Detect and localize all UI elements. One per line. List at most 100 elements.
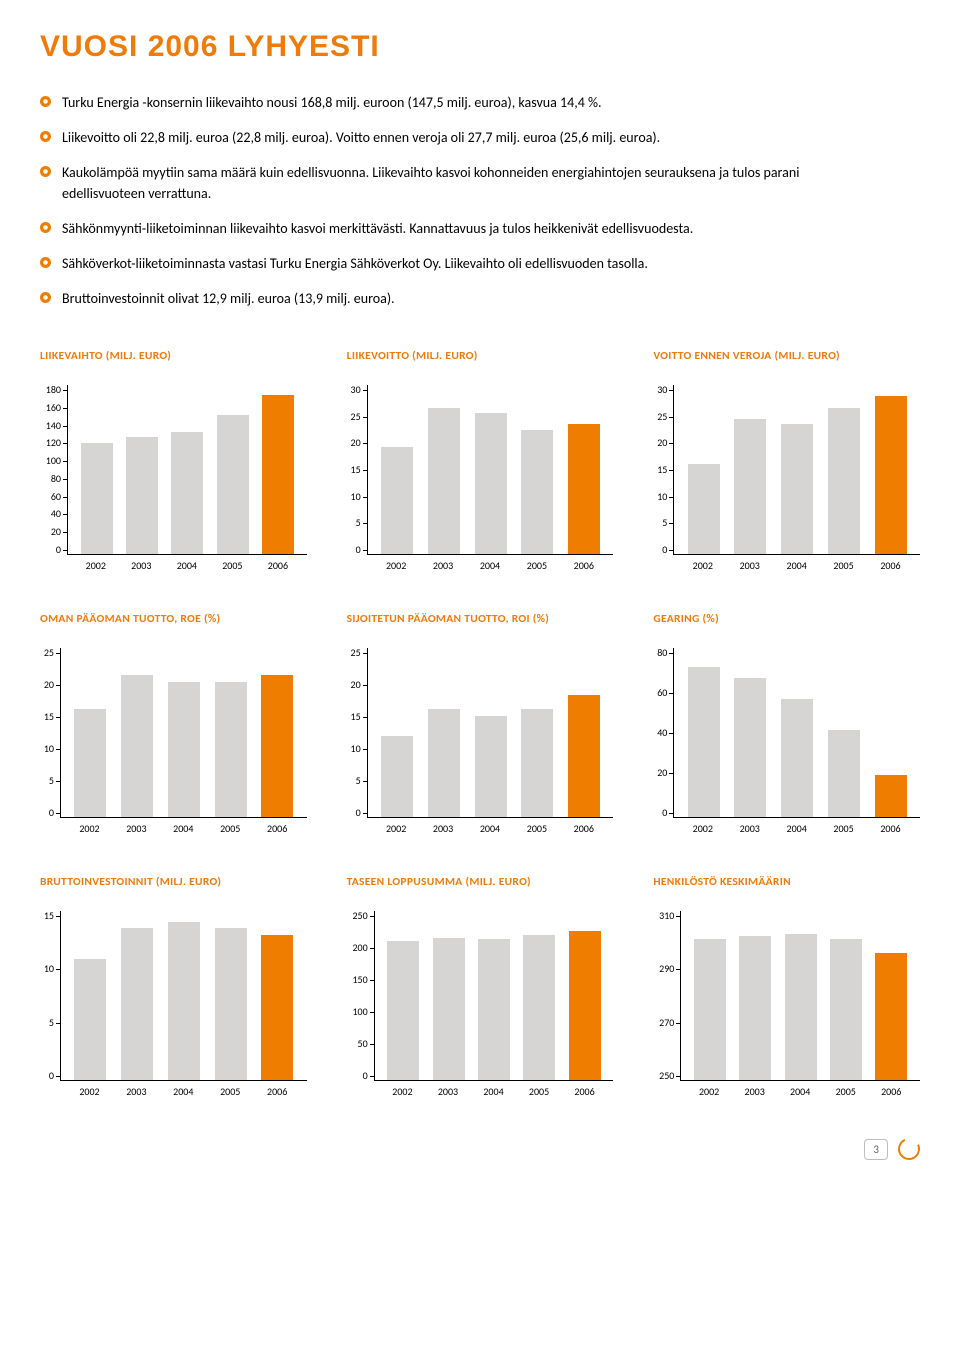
y-tick: 0	[356, 808, 361, 818]
y-tick: 10	[44, 744, 54, 754]
x-tick: 2005	[836, 1085, 856, 1098]
page-number: 3	[864, 1139, 888, 1160]
bar	[215, 682, 247, 817]
chart-title: VOITTO ENNEN VEROJA (MILJ. EURO)	[653, 349, 920, 377]
y-tick: 5	[49, 776, 54, 786]
y-tick: 5	[49, 1018, 54, 1028]
charts-grid: LIIKEVAIHTO (MILJ. EURO)1801601401201008…	[40, 349, 920, 1098]
y-tick: 5	[356, 776, 361, 786]
y-axis: 2520151050	[347, 648, 367, 818]
bar	[81, 443, 113, 554]
x-tick: 2002	[392, 1085, 412, 1098]
bar	[381, 736, 413, 817]
y-tick: 20	[351, 680, 361, 690]
bar	[569, 931, 601, 1080]
bar	[875, 953, 907, 1080]
x-tick: 2006	[574, 822, 594, 835]
y-tick: 0	[363, 1071, 368, 1081]
y-tick: 60	[657, 688, 667, 698]
bar	[828, 408, 860, 554]
bar	[121, 675, 153, 817]
bars-frame	[67, 385, 307, 555]
x-tick: 2004	[173, 1085, 193, 1098]
chart-block: OMAN PÄÄOMAN TUOTTO, ROE (%)252015105020…	[40, 612, 307, 835]
x-tick: 2004	[787, 559, 807, 572]
bar	[875, 396, 907, 554]
chart-title: SIJOITETUN PÄÄOMAN TUOTTO, ROI (%)	[347, 612, 614, 640]
x-tick: 2002	[386, 822, 406, 835]
bar	[428, 709, 460, 817]
bar	[74, 959, 106, 1080]
chart-block: LIIKEVOITTO (MILJ. EURO)3025201510502002…	[347, 349, 614, 572]
y-tick: 10	[351, 492, 361, 502]
bar	[875, 775, 907, 817]
y-tick: 30	[657, 385, 667, 395]
y-tick: 15	[351, 465, 361, 475]
chart-block: LIIKEVAIHTO (MILJ. EURO)1801601401201008…	[40, 349, 307, 572]
chart-area: 302520151050	[653, 385, 920, 555]
x-tick: 2005	[527, 822, 547, 835]
bar	[217, 415, 249, 554]
x-tick: 2005	[222, 559, 242, 572]
y-tick: 250	[659, 1071, 674, 1081]
bullet-list: Turku Energia -konsernin liikevaihto nou…	[40, 92, 860, 309]
y-tick: 310	[659, 911, 674, 921]
chart-area: 2520151050	[40, 648, 307, 818]
y-tick: 15	[657, 465, 667, 475]
y-tick: 0	[662, 808, 667, 818]
bars-frame	[673, 648, 920, 818]
x-tick: 2006	[268, 559, 288, 572]
charts-row: LIIKEVAIHTO (MILJ. EURO)1801601401201008…	[40, 349, 920, 572]
x-tick: 2002	[693, 822, 713, 835]
y-tick: 160	[46, 403, 61, 413]
x-tick: 2006	[267, 1085, 287, 1098]
x-tick: 2006	[267, 822, 287, 835]
x-tick: 2003	[131, 559, 151, 572]
bars-frame	[60, 648, 307, 818]
x-tick: 2003	[433, 822, 453, 835]
bar	[475, 716, 507, 817]
bar	[734, 419, 766, 554]
x-tick: 2002	[699, 1085, 719, 1098]
y-tick: 140	[46, 421, 61, 431]
x-axis: 20022003200420052006	[680, 1081, 920, 1098]
y-tick: 60	[51, 492, 61, 502]
x-tick: 2005	[220, 1085, 240, 1098]
chart-block: BRUTTOINVESTOINNIT (MILJ. EURO)151050200…	[40, 875, 307, 1098]
y-tick: 290	[659, 964, 674, 974]
x-tick: 2006	[574, 1085, 594, 1098]
y-axis: 806040200	[653, 648, 673, 818]
y-tick: 25	[657, 412, 667, 422]
x-tick: 2006	[881, 1085, 901, 1098]
x-tick: 2002	[693, 559, 713, 572]
bar	[781, 699, 813, 817]
x-tick: 2004	[483, 1085, 503, 1098]
bar	[433, 938, 465, 1080]
bar	[168, 922, 200, 1080]
bar	[478, 939, 510, 1080]
y-tick: 25	[351, 648, 361, 658]
x-tick: 2005	[527, 559, 547, 572]
chart-title: LIIKEVAIHTO (MILJ. EURO)	[40, 349, 307, 377]
bar	[734, 678, 766, 817]
x-axis: 20022003200420052006	[367, 818, 614, 835]
x-tick: 2006	[880, 559, 900, 572]
y-axis: 302520151050	[653, 385, 673, 555]
y-tick: 20	[657, 438, 667, 448]
y-tick: 25	[351, 412, 361, 422]
x-axis: 20022003200420052006	[673, 818, 920, 835]
x-tick: 2003	[126, 1085, 146, 1098]
y-axis: 310290270250	[653, 911, 680, 1081]
x-tick: 2006	[880, 822, 900, 835]
bullet-item: Bruttoinvestoinnit olivat 12,9 milj. eur…	[40, 288, 860, 309]
x-tick: 2002	[86, 559, 106, 572]
y-axis: 2520151050	[40, 648, 60, 818]
x-axis: 20022003200420052006	[60, 1081, 307, 1098]
y-axis: 302520151050	[347, 385, 367, 555]
x-tick: 2004	[177, 559, 197, 572]
y-tick: 10	[351, 744, 361, 754]
y-axis: 250200150100500	[347, 911, 374, 1081]
x-tick: 2004	[480, 559, 500, 572]
x-axis: 20022003200420052006	[673, 555, 920, 572]
bar	[171, 432, 203, 554]
